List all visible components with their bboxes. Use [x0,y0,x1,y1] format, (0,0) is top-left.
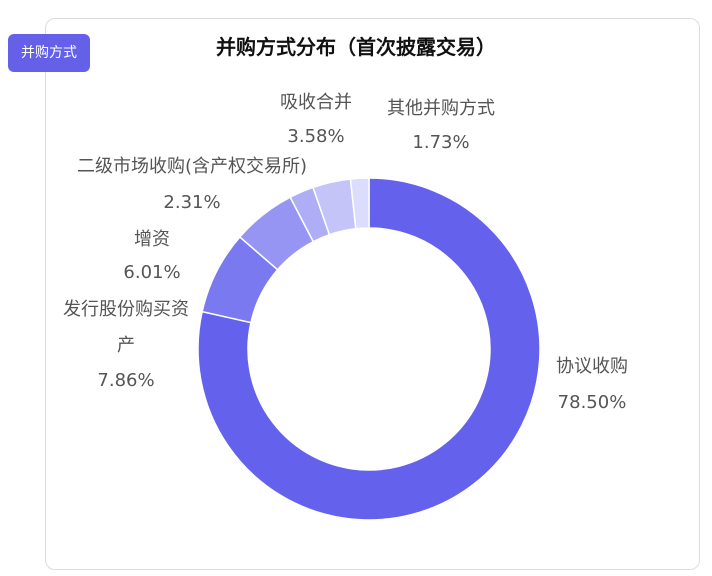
slice-label-4: 吸收合并 [280,92,352,113]
slice-label-3: 二级市场收购(含产权交易所) [77,156,307,177]
slice-value-label-3: 2.31% [163,192,220,213]
slice-5[interactable] [349,177,370,230]
slice-value-label-2: 6.01% [123,262,180,283]
slice-label-2: 增资 [134,229,170,250]
slice-0[interactable] [197,177,541,521]
slice-label-5: 其他并购方式 [387,98,495,119]
slice-label-1-1: 产 [117,335,135,356]
chart-title: 并购方式分布（首次披露交易） [216,35,496,59]
category-tag-button[interactable]: 并购方式 [8,34,90,72]
slice-label-0: 协议收购 [556,356,628,377]
slice-value-label-0: 78.50% [558,392,627,413]
slice-value-label-5: 1.73% [412,132,469,153]
slice-value-label-4: 3.58% [287,126,344,147]
slice-label-1: 发行股份购买资 [63,299,189,320]
slice-value-label-1: 7.86% [97,370,154,391]
